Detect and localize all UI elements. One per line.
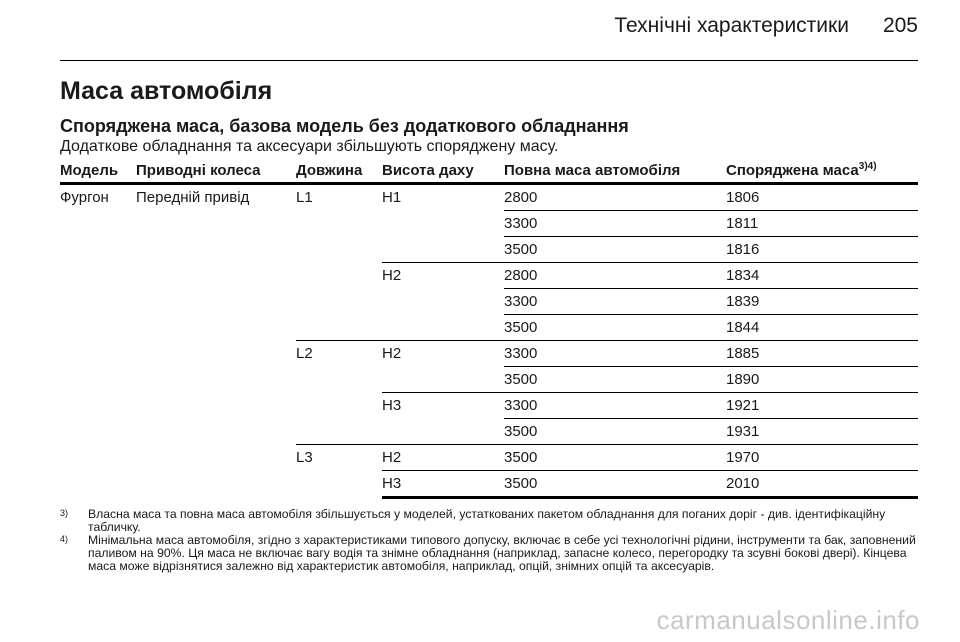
cell-gross-mass: 3500 [504, 418, 726, 445]
footnotes: 3) Власна маса та повна маса автомобіля … [60, 508, 918, 573]
footnote-mark: 4) [60, 534, 69, 544]
cell-drive: Передній привід [136, 189, 250, 206]
cell-gross-mass: 3300 [504, 288, 726, 315]
curb-mass-table: Модель Приводні колеса Довжина Висота да… [60, 160, 918, 499]
cell-curb-mass: 1806 [726, 183, 918, 211]
table-row: 3500 1844 [60, 314, 918, 341]
cell-roof-height: H2 [382, 262, 504, 341]
table-row: 3500 1816 [60, 236, 918, 263]
cell-curb-mass: 1834 [726, 262, 918, 289]
cell-curb-mass: 1816 [726, 236, 918, 263]
cell-gross-mass: 3500 [504, 236, 726, 263]
cell-model: Фургон [60, 189, 109, 206]
page-number: 205 [882, 14, 918, 37]
cell-gross-mass: 3500 [504, 366, 726, 393]
col-header-length: Довжина [296, 160, 382, 185]
cell-gross-mass: 3300 [504, 210, 726, 237]
cell-curb-mass: 2010 [726, 470, 918, 499]
cell-gross-mass: 2800 [504, 262, 726, 289]
table-row: H3 3500 2010 [60, 470, 918, 499]
header-divider [60, 60, 918, 61]
cell-curb-mass: 1970 [726, 444, 918, 471]
cell-curb-mass: 1811 [726, 210, 918, 237]
cell-gross-mass: 2800 [504, 183, 726, 211]
cell-length: L2 [296, 340, 382, 445]
curb-mass-label: Споряджена маса [726, 162, 859, 179]
cell-gross-mass: 3300 [504, 392, 726, 419]
cell-length: L1 [296, 183, 382, 341]
cell-curb-mass: 1839 [726, 288, 918, 315]
footnote-text: Власна маса та повна маса автомобіля збі… [88, 507, 886, 534]
running-head: Технічні характеристики 205 [60, 14, 918, 38]
col-header-model: Модель [60, 160, 136, 185]
chapter-title: Технічні характеристики [614, 14, 849, 37]
cell-roof-height: H1 [382, 183, 504, 263]
cell-gross-mass: 3500 [504, 470, 726, 499]
cell-curb-mass: 1885 [726, 340, 918, 367]
footnote-4: 4) Мінімальна маса автомобіля, згідно з … [60, 534, 918, 573]
cell-gross-mass: 3300 [504, 340, 726, 367]
watermark: carmanualsonline.info [656, 605, 920, 635]
cell-roof-height: H2 [382, 444, 504, 471]
col-header-drive: Приводні колеса [136, 160, 296, 185]
table-row: 3500 1931 [60, 418, 918, 445]
cell-curb-mass: 1921 [726, 392, 918, 419]
table-header-row: Модель Приводні колеса Довжина Висота да… [60, 160, 918, 185]
intro-text: Додаткове обладнання та аксесуари збільш… [60, 138, 559, 155]
footnote-mark: 3) [60, 508, 69, 518]
col-header-gross-mass: Повна маса автомобіля [504, 160, 726, 185]
cell-length: L3 [296, 449, 313, 466]
cell-curb-mass: 1844 [726, 314, 918, 341]
cell-gross-mass: 3500 [504, 444, 726, 471]
table-row: H2 2800 1834 [60, 262, 918, 341]
footnote-text: Мінімальна маса автомобіля, згідно з хар… [88, 533, 916, 573]
table-row: 3300 1811 [60, 210, 918, 237]
table-row: L3 H2 3500 1970 [60, 444, 918, 471]
cell-roof-height: H3 [382, 470, 504, 499]
table-row: 3300 1839 [60, 288, 918, 315]
cell-roof-height: H2 [382, 340, 504, 393]
footnote-3: 3) Власна маса та повна маса автомобіля … [60, 508, 918, 534]
col-header-curb-mass: Споряджена маса3)4) [726, 160, 918, 185]
table-row: 3500 1890 [60, 366, 918, 393]
cell-gross-mass: 3500 [504, 314, 726, 341]
cell-curb-mass: 1931 [726, 418, 918, 445]
cell-roof-height: H3 [382, 392, 504, 445]
cell-curb-mass: 1890 [726, 366, 918, 393]
table-row: L2 H2 3300 1885 [60, 340, 918, 445]
footnote-ref: 3)4) [858, 161, 877, 172]
table-row: Фургон Передній привід L1 H1 2800 1806 [60, 183, 918, 341]
section-title: Маса автомобіля [60, 77, 273, 105]
table-row: H3 3300 1921 [60, 392, 918, 445]
col-header-roof-height: Висота даху [382, 160, 504, 185]
subsection-title: Споряджена маса, базова модель без додат… [60, 116, 629, 136]
